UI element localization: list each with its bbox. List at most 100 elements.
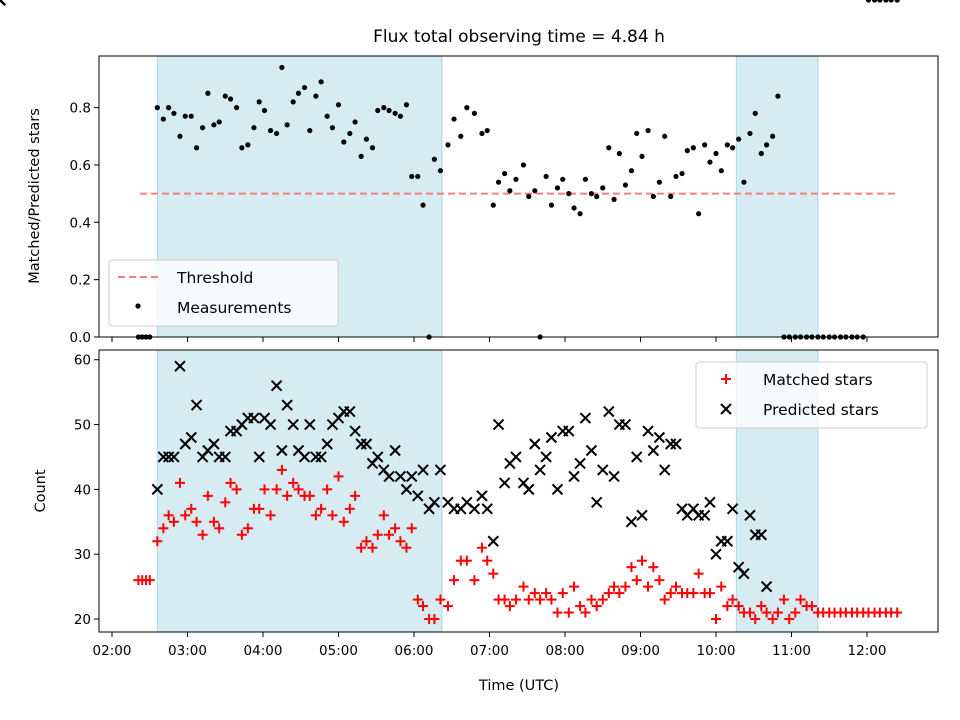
measurement-point	[182, 113, 188, 119]
measurement-point	[679, 170, 685, 177]
matched-star-point	[442, 601, 453, 612]
predicted-star-point	[270, 379, 283, 392]
matched-star-point	[693, 568, 704, 579]
y-tick-label: 0.8	[70, 101, 91, 117]
measurement-point	[227, 96, 234, 102]
matched-star-point	[412, 594, 423, 605]
predicted-star-point	[721, 535, 734, 547]
top-legend: Threshold Measurements	[108, 259, 339, 327]
matched-star-point	[333, 471, 344, 482]
matched-star-point	[144, 575, 155, 586]
measurement-point	[560, 176, 566, 182]
matched-star-point	[236, 529, 247, 540]
y-tick-label: 0.6	[70, 158, 91, 174]
x-tick-label: 03:00	[168, 643, 207, 659]
measurement-point	[437, 168, 444, 174]
predicted-star-point	[574, 457, 586, 470]
predicted-star-point	[321, 438, 333, 450]
measurement-point	[883, 0, 889, 3]
measurement-point	[222, 93, 228, 99]
measurement-point	[736, 136, 742, 142]
measurement-point	[369, 145, 376, 151]
measurement-point	[403, 102, 410, 108]
measurement-point	[628, 168, 635, 174]
predicted-star-point	[755, 529, 768, 541]
legend-threshold-label: Threshold	[176, 269, 253, 287]
measurement-point	[600, 185, 606, 191]
chart-title: Flux total observing time = 4.84 h	[373, 27, 665, 47]
measurement-point	[245, 142, 251, 148]
measurement-point	[451, 116, 457, 122]
measurement-point	[713, 150, 719, 157]
predicted-star-point	[529, 438, 541, 450]
predicted-star-point	[744, 509, 756, 522]
predicted-star-point	[168, 451, 180, 463]
measurement-point	[239, 145, 245, 151]
matched-star-point	[254, 503, 265, 514]
predicted-star-point	[383, 470, 395, 483]
measurement-point	[520, 162, 527, 168]
predicted-star-point	[608, 470, 620, 483]
legend-predicted-swatch	[720, 403, 732, 415]
measurement-point	[871, 0, 878, 3]
predicted-star-point	[540, 451, 552, 463]
measurement-point	[464, 105, 470, 111]
measurement-point	[673, 173, 679, 180]
measurement-point	[313, 93, 319, 99]
matched-star-point	[395, 536, 406, 547]
predicted-star-point	[487, 535, 499, 547]
measurement-point	[200, 125, 206, 131]
matched-star-point	[259, 484, 270, 495]
measurement-point	[656, 179, 662, 185]
measurement-point	[363, 136, 370, 142]
predicted-star-point	[492, 418, 505, 431]
matched-star-point	[214, 523, 225, 534]
y-tick-label: 30	[74, 547, 91, 563]
bottom-ylabel: Count	[33, 469, 49, 512]
measurement-point	[392, 110, 398, 116]
matched-star-point	[197, 529, 208, 540]
measurement-point	[160, 116, 166, 122]
measurement-point	[295, 90, 302, 96]
predicted-star-point	[476, 490, 488, 502]
matched-star-point	[350, 490, 361, 501]
measurement-point	[431, 156, 437, 162]
matched-star-point	[569, 581, 580, 592]
matched-star-point	[180, 510, 191, 521]
measurement-point	[650, 193, 656, 200]
predicted-star-point	[428, 496, 441, 509]
matched-star-point	[620, 581, 631, 592]
measurement-point	[865, 0, 872, 3]
matched-star-point	[727, 594, 738, 605]
matched-star-point	[461, 555, 472, 566]
measurement-point	[571, 205, 577, 211]
x-tick-label: 04:00	[244, 643, 283, 659]
matched-star-point	[208, 516, 219, 527]
y-tick-label: 0.2	[70, 273, 91, 289]
matched-star-point	[733, 601, 744, 612]
predicted-star-point	[647, 444, 660, 457]
predicted-star-point	[551, 483, 564, 496]
measurement-point	[526, 193, 532, 200]
measurement-point	[606, 145, 612, 151]
measurement-point	[877, 0, 883, 3]
matched-star-point	[688, 588, 699, 599]
predicted-star-point	[185, 431, 197, 444]
matched-star-point	[541, 588, 552, 599]
matched-star-point	[586, 594, 597, 605]
matched-star-point	[603, 588, 614, 599]
predicted-star-point	[400, 483, 413, 496]
bottom-legend-box	[695, 361, 928, 429]
predicted-star-point	[603, 405, 615, 418]
matched-star-point	[552, 607, 563, 618]
measurement-point	[639, 153, 645, 159]
x-tick-label: 12:00	[848, 643, 887, 659]
measurement-point	[532, 188, 538, 194]
matched-star-point	[654, 575, 665, 586]
matched-star-point	[795, 594, 806, 605]
matched-star-point	[761, 607, 772, 618]
matched-star-point	[344, 503, 355, 514]
predicted-star-point	[653, 431, 666, 444]
predicted-star-point	[304, 418, 316, 431]
